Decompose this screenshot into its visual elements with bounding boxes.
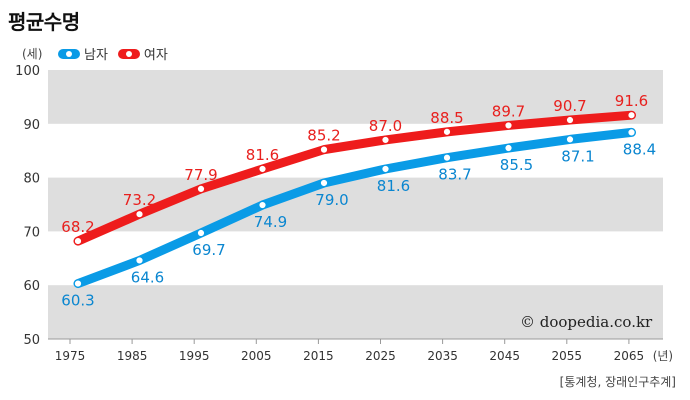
legend-swatch-female xyxy=(117,48,140,59)
x-tick-label: 2005 xyxy=(241,349,272,363)
data-label: 64.6 xyxy=(131,268,164,286)
data-label: 87.1 xyxy=(561,147,594,165)
y-tick-label: 70 xyxy=(23,225,40,240)
source-note: [통계청, 장래인구추계] xyxy=(559,375,676,389)
grid-band xyxy=(48,177,663,232)
x-tick-label: 1985 xyxy=(117,349,148,363)
data-point xyxy=(504,143,513,153)
grid-band xyxy=(48,285,663,339)
legend-swatch-male xyxy=(58,48,80,59)
legend-item-male: 남자 xyxy=(58,44,108,63)
data-label: 69.7 xyxy=(192,241,225,259)
grid-band xyxy=(48,70,663,124)
series-line-male xyxy=(73,127,636,289)
x-tick-label: 1975 xyxy=(55,349,86,363)
data-label: 85.5 xyxy=(500,156,533,174)
y-axis-unit: (세) xyxy=(22,47,43,61)
data-label: 73.2 xyxy=(123,191,156,209)
x-tick-label: 1995 xyxy=(179,349,210,363)
data-label: 74.9 xyxy=(254,213,287,231)
data-point xyxy=(258,164,267,174)
data-point xyxy=(627,111,636,120)
data-point xyxy=(258,200,267,210)
data-point xyxy=(565,135,575,144)
data-label: 81.6 xyxy=(246,146,279,164)
legend-label-male: 남자 xyxy=(84,48,108,63)
data-label: 87.0 xyxy=(369,117,402,135)
data-point xyxy=(135,256,144,265)
data-point xyxy=(627,128,636,137)
legend: 남자 여자 xyxy=(58,44,178,63)
series-line-female xyxy=(73,110,636,246)
data-point xyxy=(196,228,206,238)
data-point xyxy=(565,115,575,125)
data-label: 91.6 xyxy=(615,92,648,110)
data-label: 85.2 xyxy=(307,127,340,145)
data-label: 89.7 xyxy=(492,102,525,120)
y-tick-label: 100 xyxy=(15,64,40,79)
data-point xyxy=(442,153,452,162)
data-label: 88.4 xyxy=(623,140,656,158)
x-axis-unit: (년) xyxy=(653,349,673,363)
legend-item-female: 여자 xyxy=(117,44,168,63)
y-tick-label: 80 xyxy=(23,172,40,187)
x-tick-label: 2035 xyxy=(427,349,458,363)
data-point xyxy=(442,127,452,136)
data-point xyxy=(504,121,513,130)
data-label: 68.2 xyxy=(61,218,94,236)
data-point xyxy=(381,164,390,174)
data-point xyxy=(135,210,144,219)
data-label: 88.5 xyxy=(430,109,463,127)
x-tick-label: 2065 xyxy=(614,349,645,363)
data-point xyxy=(381,135,390,145)
watermark: © doopedia.co.kr xyxy=(520,313,653,331)
data-label: 77.9 xyxy=(184,166,217,184)
y-tick-label: 90 xyxy=(23,118,40,133)
x-tick-label: 2045 xyxy=(489,349,520,363)
data-point xyxy=(319,145,329,154)
x-tick-label: 2025 xyxy=(365,349,396,363)
y-tick-label: 50 xyxy=(23,333,40,348)
data-label: 90.7 xyxy=(553,97,586,115)
data-point xyxy=(73,279,83,288)
x-tick-label: 2055 xyxy=(552,349,583,363)
chart-title: 평균수명 xyxy=(8,10,80,34)
x-tick-label: 2015 xyxy=(303,349,334,363)
data-label: 83.7 xyxy=(438,166,471,184)
data-label: 81.6 xyxy=(377,177,410,195)
data-point xyxy=(196,184,206,193)
data-point xyxy=(319,178,329,188)
data-label: 79.0 xyxy=(315,191,348,209)
y-tick-label: 60 xyxy=(23,279,40,294)
data-label: 60.3 xyxy=(61,292,94,310)
legend-label-female: 여자 xyxy=(143,48,168,63)
data-point xyxy=(73,236,83,246)
